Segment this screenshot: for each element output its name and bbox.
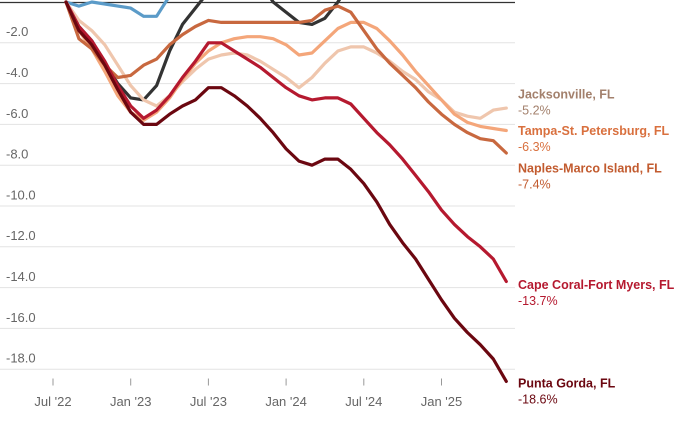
x-tick-label: Jan '25 <box>421 394 463 409</box>
y-tick-label: -10.0 <box>6 187 36 202</box>
series-line <box>64 0 169 18</box>
y-tick-label: -14.0 <box>6 269 36 284</box>
x-tick-label: Jan '23 <box>110 394 152 409</box>
end-value-label: -5.2% <box>518 103 551 117</box>
x-tick-label: Jul '24 <box>345 394 382 409</box>
series-label: Cape Coral-Fort Myers, FL <box>518 278 675 292</box>
series-line <box>64 0 508 120</box>
series-label: Naples-Marco Island, FL <box>518 161 662 175</box>
x-tick-label: Jul '23 <box>190 394 227 409</box>
end-value-label: -6.3% <box>518 140 551 154</box>
end-value-label: -7.4% <box>518 177 551 191</box>
y-tick-label: -12.0 <box>6 228 36 243</box>
series-label: Jacksonville, FL <box>518 87 615 101</box>
series-line <box>64 0 508 284</box>
x-tick-label: Jan '24 <box>265 394 307 409</box>
y-tick-label: -2.0 <box>6 24 28 39</box>
y-tick-label: -18.0 <box>6 351 36 366</box>
y-tick-label: -4.0 <box>6 65 28 80</box>
y-tick-label: -8.0 <box>6 147 28 162</box>
y-tick-label: -6.0 <box>6 106 28 121</box>
series-label: Punta Gorda, FL <box>518 377 616 391</box>
y-tick-label: -16.0 <box>6 310 36 325</box>
series-line <box>64 0 508 155</box>
series-line <box>64 0 508 383</box>
plot-lines <box>64 0 508 383</box>
series-label: Tampa-St. Petersburg, FL <box>518 124 670 138</box>
end-value-label: -18.6% <box>518 393 558 407</box>
x-tick-label: Jul '22 <box>34 394 71 409</box>
end-value-label: -13.7% <box>518 294 558 308</box>
series-line <box>64 0 508 133</box>
